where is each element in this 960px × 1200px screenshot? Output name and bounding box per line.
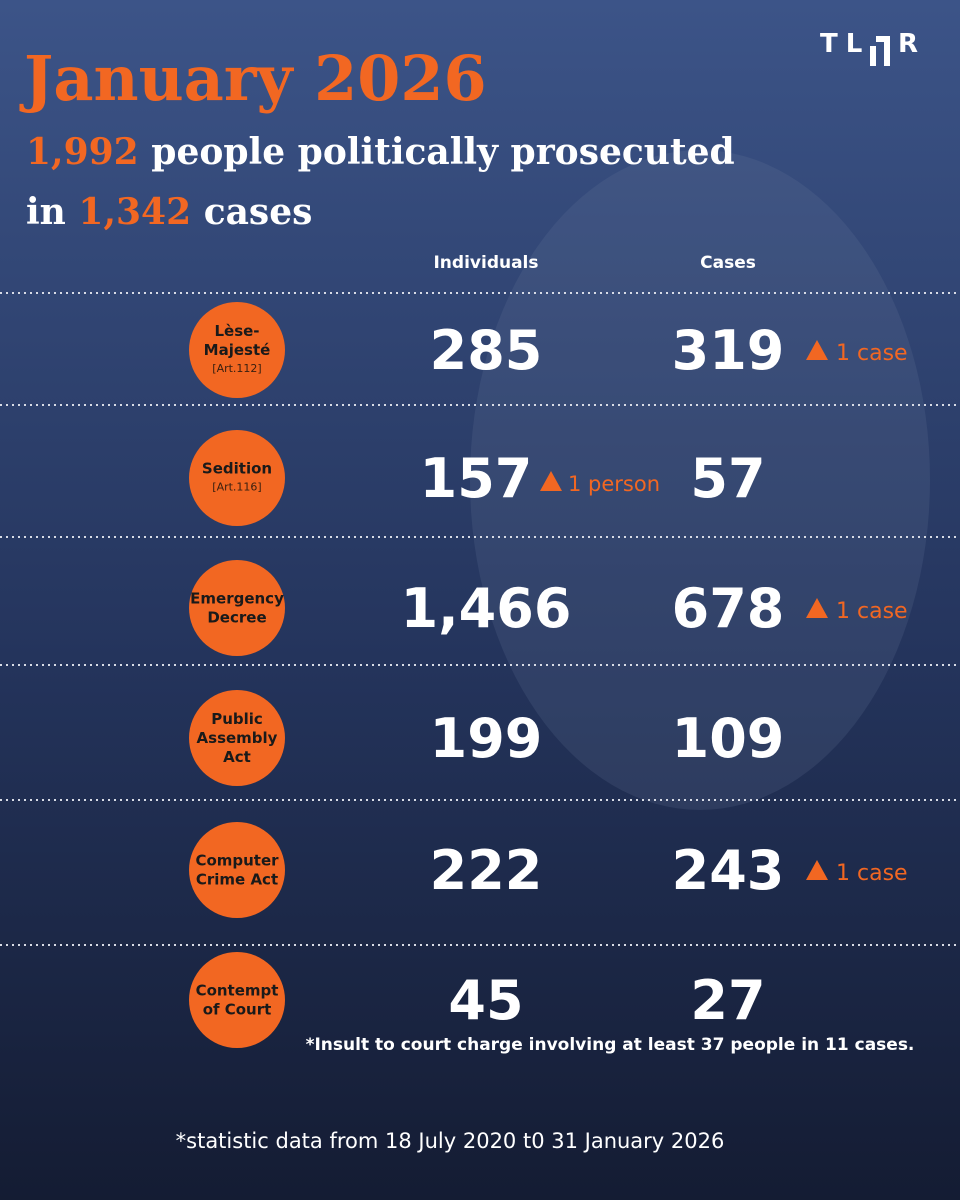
cases-change: 1 case: [836, 341, 908, 366]
category-badge: [189, 822, 285, 918]
category-badge: [189, 690, 285, 786]
category-label: Contempt: [196, 982, 279, 1000]
logo-left: TL: [820, 29, 870, 59]
up-arrow: [806, 598, 828, 618]
cases-count: 678: [672, 577, 785, 640]
article-label: [Art.116]: [212, 481, 261, 494]
background-shape: [470, 150, 930, 810]
category-label: Sedition: [202, 460, 272, 478]
headline-text: cases: [204, 191, 313, 233]
logo-right: R: [898, 29, 918, 59]
title: January 2026: [19, 42, 487, 115]
people-count: 1,992: [26, 131, 139, 173]
category-label: Crime Act: [196, 871, 278, 889]
category-label: of Court: [203, 1001, 272, 1019]
cases-count: 243: [672, 839, 785, 902]
category-label: Act: [223, 748, 251, 766]
category-label: Computer: [195, 852, 279, 870]
individuals-count: 1,466: [401, 577, 572, 640]
individuals-count: 285: [430, 319, 543, 382]
category-label: Decree: [207, 609, 266, 627]
individuals-count: 222: [430, 839, 543, 902]
cases-count: 109: [672, 707, 785, 770]
cases-count: 27: [690, 969, 765, 1032]
headline-text: in: [26, 191, 66, 233]
category-label: Lèse-: [214, 322, 259, 340]
cases-change: 1 case: [836, 861, 908, 886]
headline-2: in 1,342 cases: [26, 191, 312, 233]
column-header: Individuals: [433, 253, 538, 273]
category-badge: [189, 430, 285, 526]
category-badge: [189, 560, 285, 656]
cases-count: 319: [672, 319, 785, 382]
individuals-count: 157: [420, 447, 533, 510]
category-label: Emergency: [190, 590, 284, 608]
category-label: Assembly: [197, 729, 278, 747]
footer: *statistic data from 18 July 2020 t0 31 …: [176, 1129, 725, 1153]
category-badge: [189, 952, 285, 1048]
individuals-change: 1 person: [568, 472, 660, 496]
headline-text: people politically prosecuted: [151, 131, 734, 173]
cases-count: 57: [690, 447, 765, 510]
column-header: Cases: [700, 253, 756, 273]
note: *Insult to court charge involving at lea…: [306, 1035, 915, 1055]
rows: Lèse-Majesté [Art.112] 285 319 1 case Seditio…: [0, 292, 960, 1048]
category-label: Majesté: [204, 341, 271, 359]
up-arrow: [806, 860, 828, 880]
case-count: 1,342: [78, 191, 191, 233]
cases-change: 1 case: [836, 599, 908, 624]
headline-1: 1,992 people politically prosecuted: [26, 131, 735, 173]
up-arrow: [806, 340, 828, 360]
category-badge: [189, 302, 285, 398]
logo-icon: [870, 36, 890, 66]
category-label: Public: [211, 710, 263, 728]
up-arrow: [540, 471, 562, 491]
article-label: [Art.112]: [212, 362, 261, 375]
individuals-count: 199: [430, 707, 543, 770]
individuals-count: 45: [448, 969, 523, 1032]
